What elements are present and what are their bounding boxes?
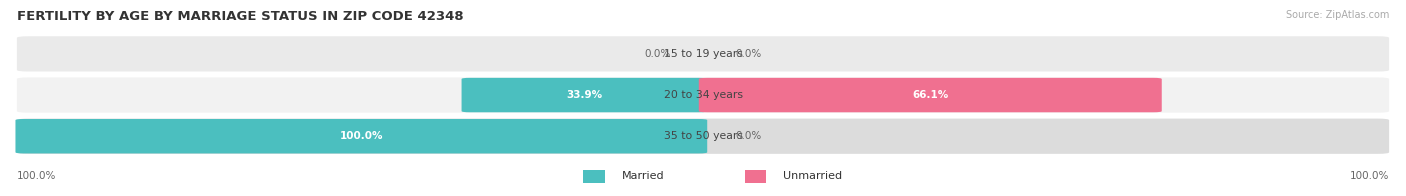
FancyBboxPatch shape <box>17 119 1389 154</box>
FancyBboxPatch shape <box>461 78 707 112</box>
Text: 100.0%: 100.0% <box>340 131 382 141</box>
FancyBboxPatch shape <box>17 36 1389 72</box>
Text: Married: Married <box>621 171 664 181</box>
Text: 66.1%: 66.1% <box>912 90 949 100</box>
Text: Source: ZipAtlas.com: Source: ZipAtlas.com <box>1285 10 1389 20</box>
Text: 33.9%: 33.9% <box>567 90 602 100</box>
Text: Unmarried: Unmarried <box>783 171 842 181</box>
FancyBboxPatch shape <box>699 78 1161 112</box>
Text: 100.0%: 100.0% <box>17 171 56 181</box>
FancyBboxPatch shape <box>17 77 1389 113</box>
FancyBboxPatch shape <box>15 119 707 153</box>
Text: 0.0%: 0.0% <box>735 131 762 141</box>
Text: 20 to 34 years: 20 to 34 years <box>664 90 742 100</box>
FancyBboxPatch shape <box>583 170 605 183</box>
Text: 0.0%: 0.0% <box>644 49 671 59</box>
Text: 15 to 19 years: 15 to 19 years <box>664 49 742 59</box>
Text: FERTILITY BY AGE BY MARRIAGE STATUS IN ZIP CODE 42348: FERTILITY BY AGE BY MARRIAGE STATUS IN Z… <box>17 10 464 23</box>
Text: 35 to 50 years: 35 to 50 years <box>664 131 742 141</box>
FancyBboxPatch shape <box>745 170 766 183</box>
Text: 0.0%: 0.0% <box>735 49 762 59</box>
Text: 100.0%: 100.0% <box>1350 171 1389 181</box>
